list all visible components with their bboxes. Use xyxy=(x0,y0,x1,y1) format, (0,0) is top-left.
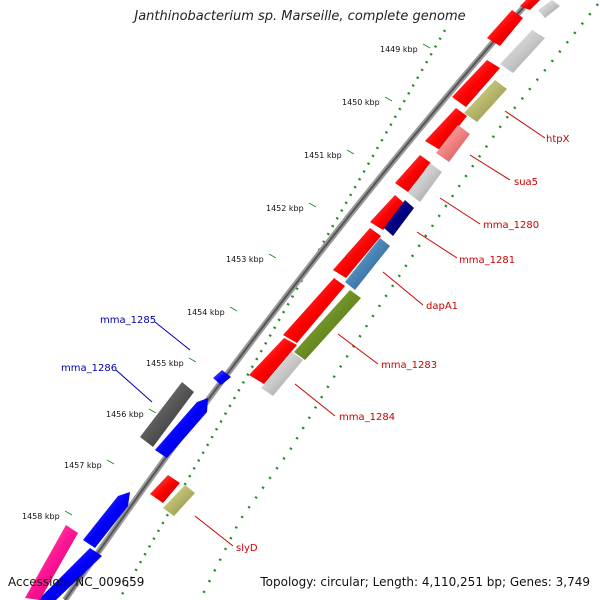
kbp-tick-mark xyxy=(106,459,115,465)
kbp-label: 1455 kbp xyxy=(146,359,184,368)
gene-arrow[interactable] xyxy=(452,60,500,107)
genome-backbone-highlight xyxy=(64,0,531,600)
kbp-tick-mark xyxy=(422,43,431,49)
gene-label-mma-1283[interactable]: mma_1283 xyxy=(381,360,437,371)
accession-text: Accession: NC_009659 xyxy=(8,575,145,589)
gene-arrow[interactable] xyxy=(520,0,540,10)
kbp-label: 1451 kbp xyxy=(304,151,342,160)
kbp-tick-mark xyxy=(229,306,238,312)
gene-label-mma-1284[interactable]: mma_1284 xyxy=(339,412,395,423)
gene-arrow[interactable] xyxy=(487,10,523,46)
kbp-label: 1452 kbp xyxy=(266,204,304,213)
gene-arrow-mma-1284[interactable] xyxy=(261,352,303,396)
genome-summary-text: Topology: circular; Length: 4,110,251 bp… xyxy=(260,575,590,589)
label-leaders xyxy=(115,110,546,547)
gene-label-htpX[interactable]: htpX xyxy=(546,134,570,145)
kbp-labels: 1449 kbp 1450 kbp 1451 kbp 1452 kbp 1453… xyxy=(22,45,418,521)
gene-labels: htpX sua5 mma_1280 mma_1281 dapA1 mma_12… xyxy=(61,134,570,554)
kbp-tick-mark xyxy=(308,202,317,208)
gene-arrow-dapA1[interactable] xyxy=(345,238,390,290)
gene-label-sua5[interactable]: sua5 xyxy=(514,177,538,188)
gene-arrow[interactable] xyxy=(283,278,345,343)
gene-arrow-slyD[interactable] xyxy=(163,485,195,516)
kbp-tick-mark xyxy=(188,357,197,363)
kbp-tick-mark xyxy=(346,149,355,155)
gene-arrow[interactable] xyxy=(370,195,405,230)
gene-label-slyD[interactable]: slyD xyxy=(236,543,258,554)
gene-arrow[interactable] xyxy=(500,30,545,73)
kbp-tick-mark xyxy=(148,408,157,414)
gene-arrow[interactable] xyxy=(538,0,560,18)
leader-mma-1280 xyxy=(439,197,481,225)
leader-htpX xyxy=(504,110,546,139)
gene-arrow-mma-1286[interactable] xyxy=(155,398,208,458)
leader-mma-1286 xyxy=(115,369,153,403)
leader-dapA1 xyxy=(382,271,424,306)
kbp-tick-mark xyxy=(64,510,73,516)
forward-strand-genes xyxy=(150,0,540,503)
gene-label-mma-1281[interactable]: mma_1281 xyxy=(459,255,515,266)
gene-arrow[interactable] xyxy=(150,475,180,503)
kbp-label: 1457 kbp xyxy=(64,461,102,470)
gene-arrow-sua5[interactable] xyxy=(436,125,470,162)
leader-mma-1281 xyxy=(416,231,458,259)
leader-mma-1284 xyxy=(294,383,336,417)
kbp-label: 1458 kbp xyxy=(22,512,60,521)
kbp-tick-mark xyxy=(268,253,277,259)
gene-arrow[interactable] xyxy=(38,548,102,600)
kbp-label: 1454 kbp xyxy=(187,308,225,317)
gene-arrow[interactable] xyxy=(333,228,381,278)
kbp-tick-group xyxy=(64,43,431,516)
gene-arrow[interactable] xyxy=(249,338,297,384)
gene-arrow-mma-1280[interactable] xyxy=(408,163,442,202)
kbp-tick-mark xyxy=(384,96,393,102)
kbp-label: 1449 kbp xyxy=(380,45,418,54)
map-title: Janthinobacterium sp. Marseille, complet… xyxy=(134,9,466,24)
inner-tick-ring xyxy=(198,3,599,600)
kbp-label: 1450 kbp xyxy=(342,98,380,107)
gene-label-mma-1286[interactable]: mma_1286 xyxy=(61,363,117,374)
outer-tick-ring xyxy=(118,29,447,599)
kbp-label: 1456 kbp xyxy=(106,410,144,419)
leader-slyD xyxy=(194,515,234,547)
gene-arrow[interactable] xyxy=(395,155,431,192)
outer-genes xyxy=(25,370,231,600)
gene-arrow-mma-1281[interactable] xyxy=(384,200,414,236)
gene-label-mma-1285[interactable]: mma_1285 xyxy=(100,315,156,326)
gene-arrow-mma-1283[interactable] xyxy=(294,290,361,360)
gene-arrow[interactable] xyxy=(25,525,78,600)
gene-arrow[interactable] xyxy=(83,492,130,548)
leader-mma-1283 xyxy=(337,333,379,365)
reverse-strand-genes xyxy=(163,0,560,516)
gene-arrow-htpX[interactable] xyxy=(464,80,507,122)
kbp-label: 1453 kbp xyxy=(226,255,264,264)
leader-sua5 xyxy=(469,154,511,181)
gene-arrow[interactable] xyxy=(213,370,231,385)
gene-arrow[interactable] xyxy=(425,108,467,150)
leader-mma-1285 xyxy=(154,321,191,351)
gene-arrow-mma-1285[interactable] xyxy=(140,382,194,447)
gene-label-dapA1[interactable]: dapA1 xyxy=(426,301,458,312)
gene-label-mma-1280[interactable]: mma_1280 xyxy=(483,220,539,231)
